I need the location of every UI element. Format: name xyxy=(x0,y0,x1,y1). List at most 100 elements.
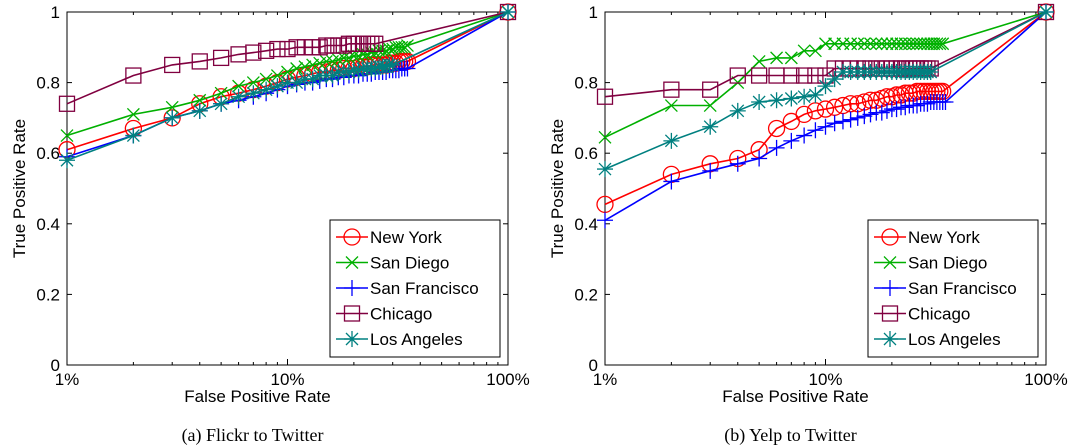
marker-square xyxy=(367,35,384,52)
marker-asterisk xyxy=(340,64,357,81)
marker-x xyxy=(930,37,944,51)
data-point xyxy=(597,161,613,178)
legend: New York San Diego San Francisco Chicago Los… xyxy=(329,219,501,358)
chart-flickr-to-twitter: 0 0.2 0.4 0.6 0.8 1 1% 10% 100% False Positive Ra… xyxy=(10,3,530,446)
data-point xyxy=(795,67,813,84)
marker-plus xyxy=(597,212,613,229)
marker-asterisk xyxy=(796,88,813,105)
legend-label: New York xyxy=(908,228,980,247)
data-point xyxy=(922,64,939,81)
data-point xyxy=(770,51,784,65)
data-point xyxy=(126,107,140,121)
marker-x xyxy=(920,37,934,51)
data-point xyxy=(1038,4,1054,20)
data-point xyxy=(751,150,768,167)
marker-plus xyxy=(937,94,954,111)
data-point xyxy=(752,54,766,68)
figure-caption: (b) Yelp to Twitter xyxy=(724,425,856,446)
marker-x xyxy=(246,76,260,90)
data-point xyxy=(930,37,944,51)
marker-plus xyxy=(919,95,936,112)
legend-marker xyxy=(345,256,359,269)
marker-square xyxy=(58,95,76,112)
marker-square xyxy=(257,42,275,59)
data-point xyxy=(729,67,746,84)
data-point xyxy=(807,122,824,139)
marker-plus xyxy=(796,127,813,144)
marker-x xyxy=(401,39,414,52)
marker-x xyxy=(869,37,883,51)
y-tick-label: 0.4 xyxy=(36,215,60,234)
marker-asterisk xyxy=(729,102,746,119)
data-point xyxy=(193,93,207,107)
data-point xyxy=(319,54,333,68)
marker-plus xyxy=(842,111,859,128)
marker-square xyxy=(311,39,328,56)
series-line xyxy=(66,11,509,137)
data-point xyxy=(270,69,284,82)
marker-asterisk xyxy=(882,331,898,347)
series-san-francisco xyxy=(597,4,1054,229)
data-point xyxy=(869,37,883,51)
marker-asterisk xyxy=(350,62,367,79)
marker-asterisk xyxy=(1038,4,1054,20)
y-tick-label: 0.6 xyxy=(574,144,598,163)
marker-x xyxy=(259,72,273,86)
marker-asterisk xyxy=(783,90,800,107)
marker-plus xyxy=(807,122,824,139)
data-point xyxy=(703,99,717,113)
x-axis-label: False Positive Rate xyxy=(184,387,330,406)
marker-asterisk xyxy=(213,95,230,112)
marker-asterisk xyxy=(378,58,395,75)
marker-asterisk xyxy=(826,71,843,88)
data-point xyxy=(398,40,412,54)
data-point xyxy=(888,101,905,118)
marker-x xyxy=(398,40,412,54)
marker-plus xyxy=(751,150,768,167)
data-point xyxy=(783,132,800,149)
y-tick-label: 0 xyxy=(589,356,598,375)
data-point xyxy=(596,88,614,105)
marker-asterisk xyxy=(164,109,181,126)
data-point xyxy=(751,94,768,111)
data-point xyxy=(279,74,296,91)
x-axis-label: False Positive Rate xyxy=(722,387,868,406)
legend-label: Chicago xyxy=(370,305,432,324)
marker-square xyxy=(245,44,262,61)
data-point xyxy=(897,99,914,116)
data-point xyxy=(350,62,367,79)
marker-x xyxy=(885,37,899,51)
data-point xyxy=(367,60,384,77)
marker-asterisk xyxy=(288,74,305,91)
marker-square xyxy=(191,53,208,70)
legend-item-los-angeles: Los Angeles xyxy=(874,330,1001,349)
data-point xyxy=(875,37,889,51)
data-point xyxy=(356,47,370,61)
data-point xyxy=(191,53,208,70)
data-point xyxy=(60,129,74,143)
data-point xyxy=(663,81,680,98)
data-point xyxy=(702,162,719,179)
data-point xyxy=(213,95,230,112)
marker-asterisk xyxy=(807,86,824,103)
marker-asterisk xyxy=(230,88,247,105)
data-point xyxy=(729,102,746,119)
marker-plus xyxy=(663,173,680,190)
marker-asterisk xyxy=(768,92,785,109)
marker-asterisk xyxy=(367,60,384,77)
data-point xyxy=(807,67,824,84)
legend-marker xyxy=(881,228,899,246)
legend-label: Los Angeles xyxy=(908,330,1001,349)
data-point xyxy=(797,44,811,58)
data-point xyxy=(933,37,947,51)
data-point xyxy=(384,56,401,73)
marker-asterisk xyxy=(125,127,142,144)
marker-square xyxy=(164,56,181,74)
marker-x xyxy=(875,37,889,51)
data-point xyxy=(269,78,286,95)
x-tick-label: 10% xyxy=(808,370,842,389)
marker-circle xyxy=(816,100,835,118)
y-tick-label: 0.4 xyxy=(574,215,598,234)
marker-asterisk xyxy=(663,132,680,149)
marker-plus xyxy=(783,132,800,149)
